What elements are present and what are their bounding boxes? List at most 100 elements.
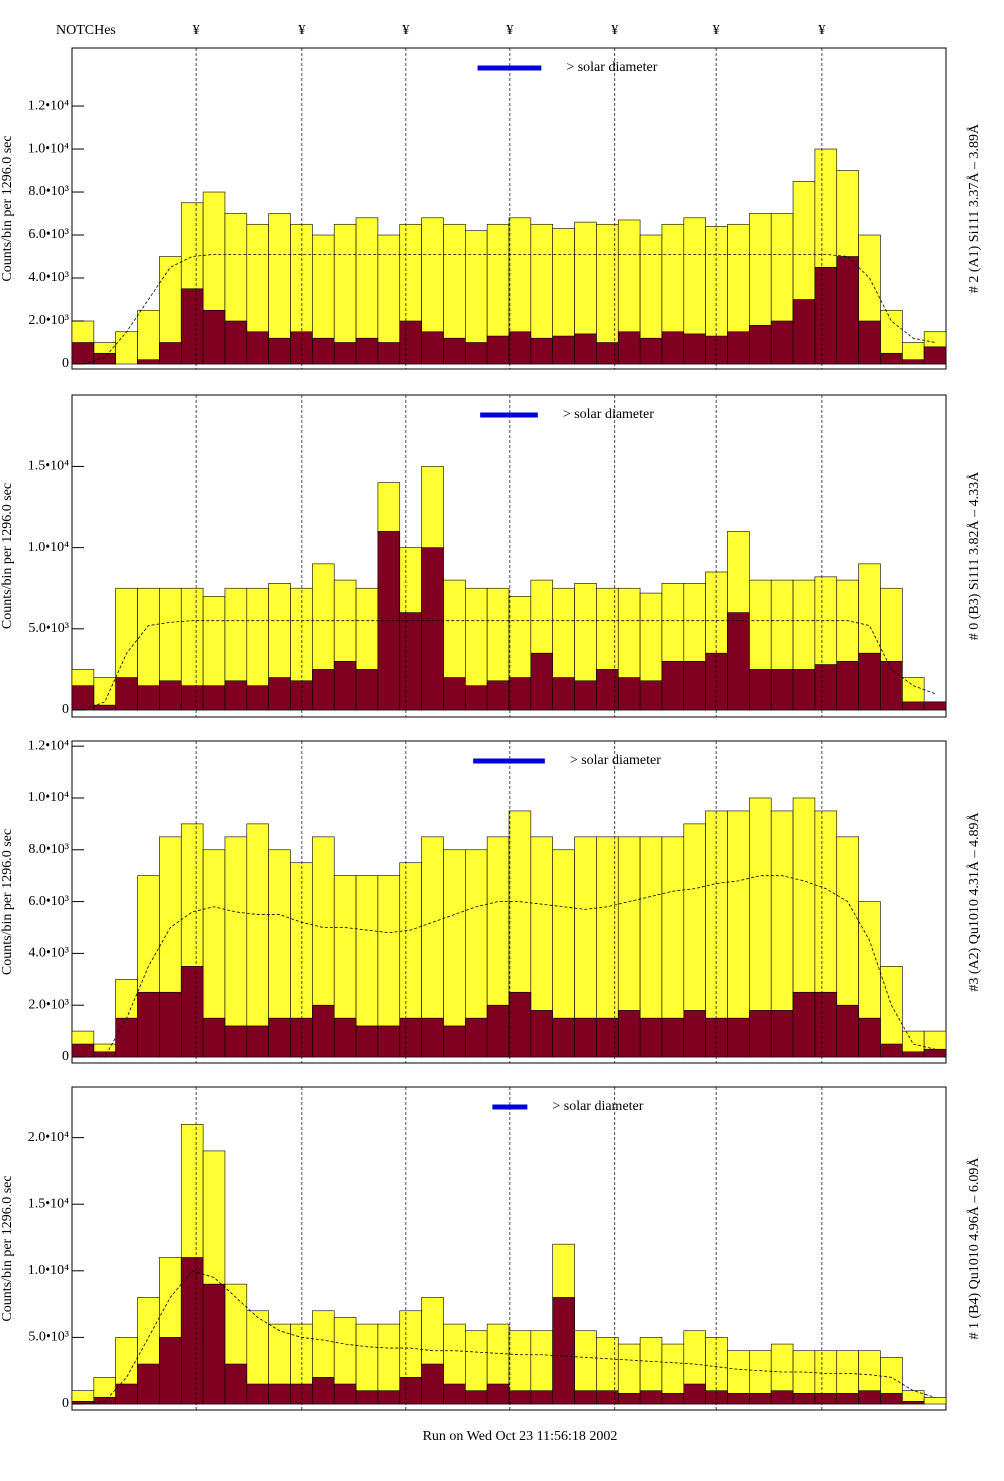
histogram-bin (377, 342, 401, 365)
histogram-bin (617, 677, 641, 711)
y-tick-label: 4.0•10³ (28, 946, 69, 961)
histogram-bin (224, 680, 248, 711)
histogram-bin (71, 342, 95, 365)
histogram-bin (464, 1390, 488, 1405)
histogram-bin (290, 1383, 313, 1405)
histogram-bin (180, 685, 204, 711)
y-tick-label: 1.5•10⁴ (28, 459, 69, 474)
y-tick-label: 5.0•10³ (28, 621, 69, 636)
histogram-bin (639, 1017, 663, 1058)
histogram-bin (268, 337, 291, 365)
histogram-bin (290, 331, 313, 365)
notch-label: ¥ (506, 23, 513, 38)
histogram-bin (923, 1397, 947, 1405)
histogram-bin (661, 660, 685, 711)
notch-label: ¥ (402, 23, 409, 38)
panel: 0 2.0•10³ 4.0•10³ 6.0•10³ 8.0•10³ 1.0•10⁴ 1.2•… (0, 738, 982, 1064)
histogram-bin (552, 1017, 575, 1058)
y-tick-label: 1.0•10⁴ (28, 1263, 69, 1278)
y-tick-label: 5.0•10³ (28, 1330, 69, 1345)
y-tick-label: 0 (62, 1049, 69, 1064)
histogram-bin (661, 1017, 685, 1058)
histogram-bin (683, 333, 706, 365)
histogram-bin (639, 337, 663, 365)
histogram-bin (137, 685, 160, 711)
histogram-bin (749, 1393, 772, 1405)
histogram-bin (333, 1017, 357, 1058)
histogram-bin (836, 1004, 859, 1058)
histogram-bin (705, 335, 728, 365)
y-tick-label: 8.0•10³ (28, 842, 69, 857)
histogram-bin (224, 836, 248, 1058)
histogram-bin (202, 685, 226, 711)
histogram-bin (224, 320, 248, 365)
histogram-bin (464, 342, 488, 365)
histogram-bin (355, 1025, 379, 1058)
histogram-bin (574, 333, 597, 365)
histogram-bin (836, 256, 859, 365)
histogram-bin (159, 342, 182, 365)
histogram-bin (552, 1297, 575, 1405)
histogram-bin (312, 337, 335, 365)
notch-label: ¥ (713, 23, 720, 38)
y-tick-label: 1.2•10⁴ (28, 738, 69, 753)
histogram-bin (137, 309, 160, 365)
histogram-bin (836, 1393, 859, 1405)
histogram-bin (421, 547, 444, 711)
histogram-bin (246, 685, 269, 711)
y-tick-label: 2.0•10³ (28, 313, 69, 328)
histogram-bin (749, 669, 772, 711)
histogram-bin (355, 669, 379, 711)
histogram-bin (552, 677, 575, 711)
histogram-bin (683, 660, 706, 711)
histogram-bin (508, 991, 532, 1058)
histogram-bin (486, 335, 510, 365)
histogram-bin (93, 352, 116, 365)
histogram-bin (443, 1025, 466, 1058)
solar-diameter-label: > solar diameter (566, 60, 657, 75)
histogram-bin (246, 823, 269, 1058)
histogram-bin (71, 1043, 95, 1058)
histogram-bin (180, 966, 204, 1058)
histogram-bin (792, 669, 816, 711)
histogram-bin (792, 1393, 816, 1405)
histogram-bin (727, 1393, 750, 1405)
histogram-bin (705, 1390, 728, 1405)
notch-label: ¥ (611, 23, 618, 38)
histogram-bin (312, 669, 335, 711)
footer: Run on Wed Oct 23 11:56:18 2002 (423, 1429, 618, 1444)
histogram-bin (858, 1017, 881, 1058)
histogram-bin (71, 685, 95, 711)
histogram-bin (486, 680, 510, 711)
histogram-bin (901, 701, 925, 711)
histogram-bin (617, 1010, 641, 1058)
histogram-bin (115, 677, 138, 711)
histogram-bin (224, 1025, 248, 1058)
histogram-bin (443, 337, 466, 365)
y-tick-label: 1.0•10⁴ (28, 540, 69, 555)
histogram-bin (552, 335, 575, 365)
y-axis-label: Counts/bin per 1296.0 sec (0, 1175, 15, 1321)
histogram-bin (770, 1390, 794, 1405)
histogram-bin (180, 288, 204, 365)
histogram-bin (901, 1401, 925, 1405)
histogram-bin (858, 652, 881, 711)
histogram-bin (464, 685, 488, 711)
histogram-bin (880, 660, 903, 711)
histogram-bin (836, 660, 859, 711)
smooth-curve (82, 875, 936, 1058)
y-axis-label: Counts/bin per 1296.0 sec (0, 483, 15, 629)
histogram-bin (508, 1390, 532, 1405)
y-tick-label: 1.2•10⁴ (28, 98, 69, 113)
histogram-bin (333, 342, 357, 365)
histogram-bin (399, 320, 422, 365)
panel: 0 5.0•10³ 1.0•10⁴ 1.5•10⁴ 2.0•10⁴ > solar dia… (0, 1086, 982, 1444)
y-tick-label: 4.0•10³ (28, 270, 69, 285)
y-tick-label: 0 (62, 1396, 69, 1411)
histogram-bin (290, 680, 313, 711)
header: NOTCHes (56, 23, 116, 38)
histogram-bin (290, 1017, 313, 1058)
y-tick-label: 6.0•10³ (28, 227, 69, 242)
smooth-curve (82, 253, 936, 365)
